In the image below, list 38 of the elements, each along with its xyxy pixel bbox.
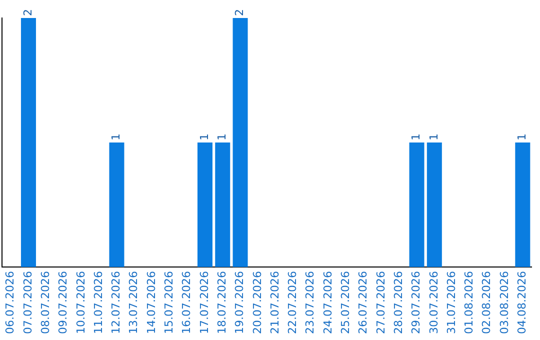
data-label: 1 bbox=[410, 134, 423, 141]
x-tick-label: 19.07.2026 bbox=[233, 271, 246, 334]
data-label: 2 bbox=[233, 9, 246, 16]
x-tick-label: 02.08.2026 bbox=[480, 271, 494, 334]
x-tick-label: 30.07.2026 bbox=[427, 271, 440, 334]
data-label: 1 bbox=[198, 134, 211, 141]
x-tick-label: 26.07.2026 bbox=[356, 271, 370, 334]
x-tick-label: 12.07.2026 bbox=[110, 271, 123, 334]
x-tick-label: 14.07.2026 bbox=[144, 271, 158, 334]
x-tick-label: 09.07.2026 bbox=[56, 271, 70, 334]
x-tick-label: 15.07.2026 bbox=[162, 271, 176, 334]
x-tick-label: 28.07.2026 bbox=[392, 271, 405, 334]
x-tick-label: 10.07.2026 bbox=[74, 271, 88, 334]
x-tick-label: 22.07.2026 bbox=[286, 271, 300, 334]
x-tick-label: 07.07.2026 bbox=[21, 271, 34, 334]
data-label: 1 bbox=[215, 134, 228, 141]
x-tick-label: 21.07.2026 bbox=[268, 271, 282, 334]
x-tick-label: 23.07.2026 bbox=[304, 271, 317, 334]
x-tick-label: 03.08.2026 bbox=[498, 271, 511, 334]
x-tick-label: 24.07.2026 bbox=[321, 271, 334, 334]
x-tick-label: 16.07.2026 bbox=[180, 271, 194, 334]
x-tick-label: 17.07.2026 bbox=[198, 271, 211, 334]
x-tick-label: 25.07.2026 bbox=[339, 271, 352, 334]
x-tick-label: 20.07.2026 bbox=[250, 271, 264, 334]
data-label: 1 bbox=[110, 134, 123, 141]
x-tick-label: 08.07.2026 bbox=[38, 271, 52, 334]
x-tick-label: 13.07.2026 bbox=[127, 271, 140, 334]
x-tick-label: 29.07.2026 bbox=[410, 271, 423, 334]
data-label: 2 bbox=[21, 9, 34, 16]
x-tick-label: 06.07.2026 bbox=[4, 271, 17, 334]
x-tick-label: 01.08.2026 bbox=[462, 271, 476, 334]
x-tick-label: 31.07.2026 bbox=[444, 271, 458, 334]
data-label: 1 bbox=[516, 134, 529, 141]
x-tick-label: 04.08.2026 bbox=[516, 271, 529, 334]
x-tick-label: 11.07.2026 bbox=[92, 271, 105, 334]
data-label: 1 bbox=[427, 134, 440, 141]
x-tick-label: 18.07.2026 bbox=[215, 271, 228, 334]
x-tick-label: 27.07.2026 bbox=[374, 271, 388, 334]
